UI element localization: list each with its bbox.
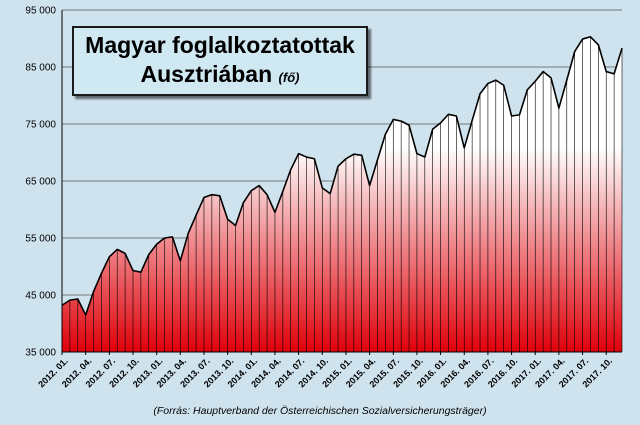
axis-layer	[61, 10, 622, 355]
source-note: (Forrás: Hauptverband der Österreichisch…	[153, 405, 487, 417]
chart-title-line2: Ausztriában (fő)	[74, 61, 366, 88]
chart-title-line2-text: Ausztriában	[140, 61, 273, 87]
y-tick-label: 45 000	[25, 291, 56, 302]
y-tick-label: 65 000	[25, 177, 56, 188]
y-tick-label: 85 000	[25, 63, 56, 74]
y-tick-label: 35 000	[25, 348, 56, 359]
series-area	[62, 36, 622, 352]
drop-lines	[61, 36, 623, 352]
x-tick-labels: 2012. 01.2012. 04.2012. 07.2012. 10.2013…	[36, 356, 614, 390]
chart-title-unit: (fő)	[278, 70, 300, 85]
title-box: Magyar foglalkoztatottak Ausztriában (fő…	[72, 26, 368, 96]
series-line	[61, 35, 623, 316]
chart-title-line1: Magyar foglalkoztatottak	[85, 32, 355, 58]
y-tick-labels: 35 000 45 000 55 000 65 000 75 000 85 000 95 0…	[25, 6, 56, 359]
y-tick-label: 75 000	[25, 120, 56, 131]
series-line-layer	[61, 35, 623, 316]
y-tick-label: 95 000	[25, 6, 56, 17]
area-layer	[62, 36, 622, 352]
y-tick-label: 55 000	[25, 234, 56, 245]
